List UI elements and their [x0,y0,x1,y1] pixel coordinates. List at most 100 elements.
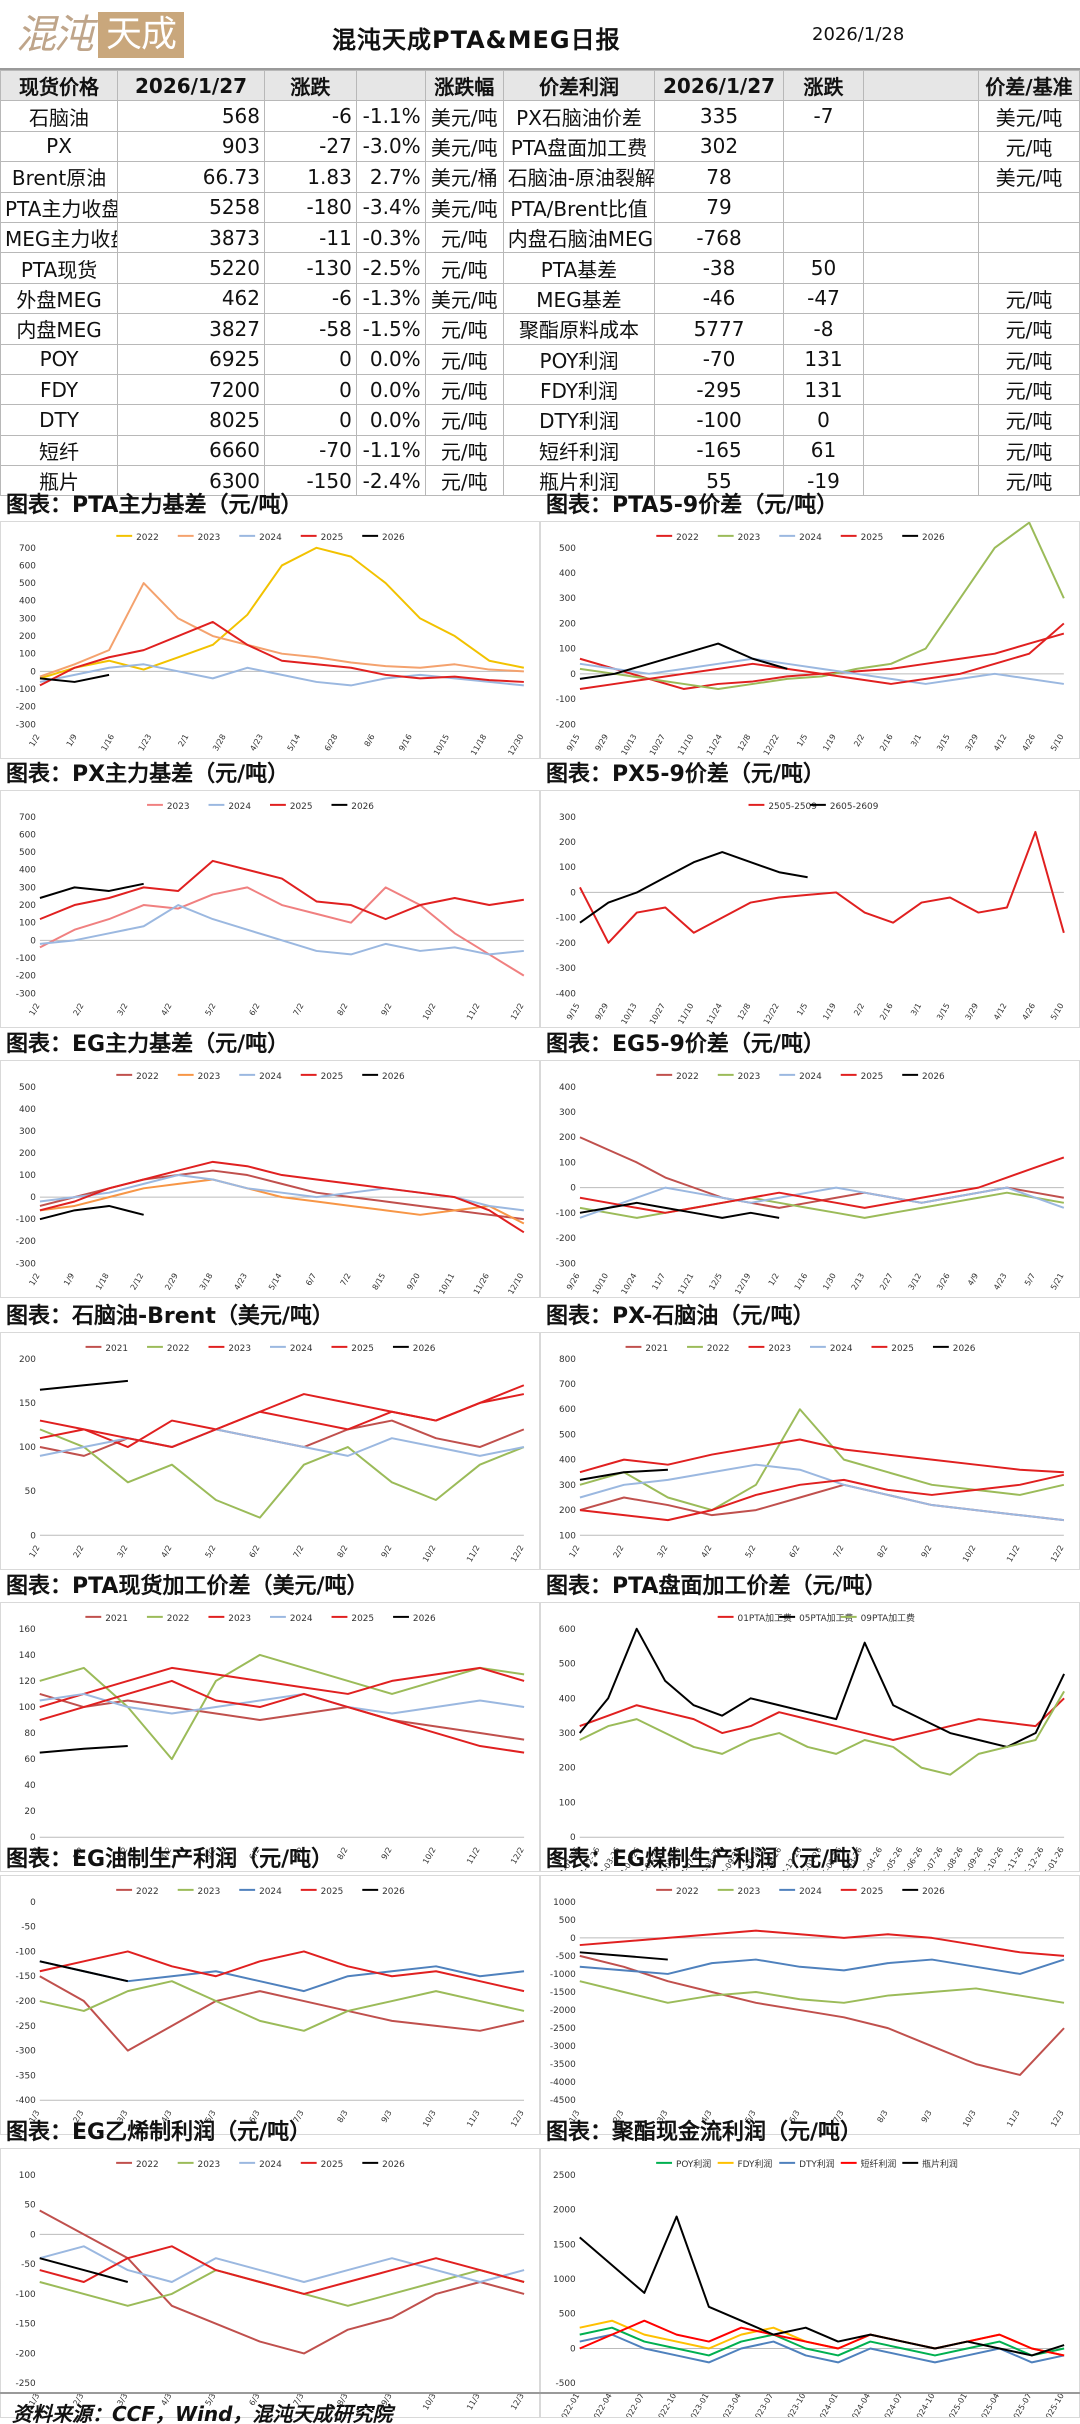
x-tick-label: 10/2 [421,1002,438,1022]
table-row: PTA现货 5220 -130 -2.5% 元/吨 PTA基差 -38 50 [0,252,1080,284]
y-tick-label: 0 [30,936,36,946]
legend-item: 2022 [656,1072,699,1082]
table-cell: 0 [264,404,357,436]
series-line [39,2245,525,2283]
table-cell [782,130,865,163]
chart-section-c9: 图表：PTA现货加工价差（美元/吨） 2021 2022 2023 2024 2025 20… [0,1572,540,1872]
series-line [39,1745,128,1754]
table-cell: 聚酯原料成本 [502,313,656,345]
series-line [579,657,1064,685]
table-cell: 6300 [117,465,265,497]
table-cell: 5258 [117,191,265,223]
y-tick-label: 0 [30,1531,36,1541]
series-line [39,882,144,899]
series-line [39,673,110,683]
table-cell: 内盘石脑油MEG [502,221,656,254]
table-cell: -47 [782,282,865,315]
legend-item: 2024 [208,802,251,812]
table-cell [863,373,979,406]
y-tick-label: 500 [559,1430,576,1440]
series-line [579,1473,1065,1522]
table-cell: 元/吨 [424,343,504,375]
legend-label: 2023 [198,533,221,543]
legend-label: 2025 [861,1887,884,1897]
series-line [39,1169,524,1221]
table-header-cell: 涨跌幅 [424,69,504,102]
series-line [39,886,525,977]
x-tick-label: 9/15 [565,1002,582,1022]
y-tick-label: 200 [559,619,576,629]
x-tick-label: 6/2 [247,1002,261,1018]
chart-title: 图表：EG油制生产利润（元/吨） [6,1847,334,1872]
legend-item: 2026 [902,1072,945,1082]
x-tick-label: 10/13 [619,733,638,757]
series-line [39,1428,525,1519]
table-cell: 568 [117,100,265,132]
table-header-cell: 价差/基准 [977,69,1080,102]
legend-item: 2022 [146,1614,189,1624]
legend-label: 2024 [799,1072,822,1082]
table-cell: 短纤利润 [502,434,656,467]
table-cell: PTA盘面加工费 [502,130,656,163]
table-cell: PX [0,130,119,163]
y-tick-label: 600 [559,1625,576,1635]
x-tick-label: 2/2 [852,733,866,749]
series-line [39,1980,525,2032]
legend-label: 2026 [922,1072,945,1082]
table-cell: 0 [264,343,357,375]
legend-label: 2023 [167,802,190,812]
x-tick-label: 3/2 [655,1544,669,1560]
table-row: FDY 7200 0 0.0% 元/吨 FDY利润 -295 131 元/吨 [0,373,1080,406]
legend-item: 2025 [270,802,313,812]
legend-label: 2022 [136,1072,159,1082]
legend-label: 2024 [830,1344,853,1354]
series-line [579,1136,1065,1209]
chart-section-c8: 图表：PX-石脑油（元/吨） 2021 2022 2023 2024 2025 2026 80… [540,1302,1080,1570]
legend-item: 2025 [331,1614,374,1624]
chart-plot: 2022 2023 2024 2025 2026 500 400 300 200 100 0 -100… [540,521,1080,759]
table-cell: 79 [654,191,784,223]
table-cell: PX石脑油价差 [502,100,656,132]
table-cell: 元/吨 [977,282,1080,315]
legend-label: 2505-2509 [768,802,817,812]
x-tick-label: 8/6 [363,733,377,749]
table-cell: -100 [654,404,784,436]
table-cell: 元/吨 [424,404,504,436]
y-tick-label: 2000 [553,2206,576,2216]
table-cell: -7 [782,100,865,132]
x-tick-label: 5/21 [1049,1272,1066,1292]
chart-plot: 2022 2023 2024 2025 2026 700 600 500 400 300 200 10… [0,521,540,759]
series-line [39,1379,129,1391]
table-cell: 131 [782,343,865,375]
legend-item: 短纤利润 [840,2158,896,2170]
y-tick-label: 0 [30,1193,36,1203]
x-tick-label: 12/22 [762,1002,781,1026]
series-line [579,1408,1065,1512]
series-line [39,1428,525,1457]
x-tick-label: 9/29 [593,1002,610,1022]
y-tick-label: 300 [559,1481,576,1491]
y-tick-label: 1000 [553,2275,576,2285]
y-tick-label: 100 [19,919,36,929]
table-cell: -130 [264,252,357,284]
series-line [39,1960,129,1983]
y-tick-label: -100 [16,954,37,964]
y-tick-label: 200 [19,1355,36,1365]
chart-plot: 01PTA加工费 05PTA加工费 09PTA加工费 600 500 400 300 200 1… [540,1602,1080,1872]
y-tick-label: 700 [19,813,36,823]
table-cell [863,313,979,345]
price-table: 现货价格 2026/1/27 涨跌 涨跌幅 价差利润 2026/1/27 涨跌 价差/基准 石脑… [0,69,1080,497]
y-tick-label: -250 [15,2379,36,2389]
line-chart: 2021 2022 2023 2024 2025 2026 200 150 100 50 0 1/2 2… [19,1344,526,1564]
x-tick-label: 12/10 [506,1272,525,1296]
x-tick-label: 1/2 [28,1272,42,1288]
x-tick-label: 1/18 [94,1272,111,1292]
chart-title: 图表：EG乙烯制利润（元/吨） [6,2120,312,2145]
series-line [579,1690,1065,1776]
table-cell: PTA现货 [0,252,119,284]
y-tick-label: 50 [25,1487,37,1497]
y-tick-label: 500 [559,1916,576,1926]
legend-item: 2023 [177,1887,220,1897]
x-tick-label: 3/28 [211,733,228,753]
series-line [39,1653,525,1761]
